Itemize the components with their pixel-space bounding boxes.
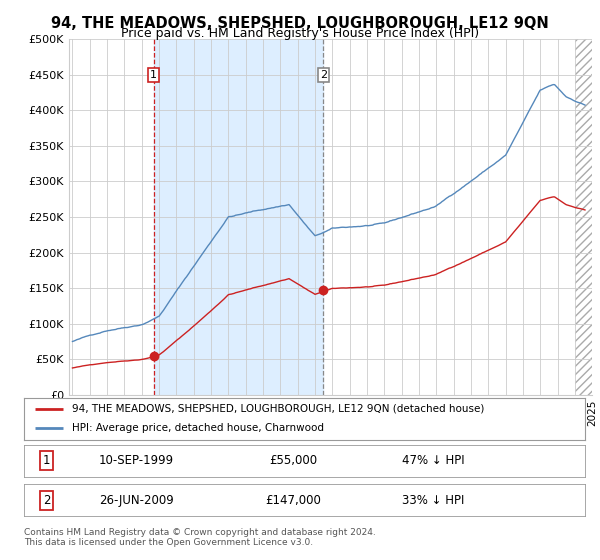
Text: HPI: Average price, detached house, Charnwood: HPI: Average price, detached house, Char… <box>71 423 323 433</box>
Text: 33% ↓ HPI: 33% ↓ HPI <box>403 493 465 507</box>
Text: 2: 2 <box>320 70 327 80</box>
Text: 1: 1 <box>43 454 50 468</box>
Text: 26-JUN-2009: 26-JUN-2009 <box>99 493 173 507</box>
Text: 94, THE MEADOWS, SHEPSHED, LOUGHBOROUGH, LE12 9QN: 94, THE MEADOWS, SHEPSHED, LOUGHBOROUGH,… <box>51 16 549 31</box>
Text: Price paid vs. HM Land Registry's House Price Index (HPI): Price paid vs. HM Land Registry's House … <box>121 27 479 40</box>
Text: £147,000: £147,000 <box>265 493 321 507</box>
Text: Contains HM Land Registry data © Crown copyright and database right 2024.
This d: Contains HM Land Registry data © Crown c… <box>24 528 376 547</box>
Text: 10-SEP-1999: 10-SEP-1999 <box>98 454 174 468</box>
Text: 94, THE MEADOWS, SHEPSHED, LOUGHBOROUGH, LE12 9QN (detached house): 94, THE MEADOWS, SHEPSHED, LOUGHBOROUGH,… <box>71 404 484 414</box>
Text: 2: 2 <box>43 493 50 507</box>
Text: 1: 1 <box>150 70 157 80</box>
Bar <box>575 39 600 395</box>
Text: 47% ↓ HPI: 47% ↓ HPI <box>402 454 465 468</box>
Bar <box>154 39 323 395</box>
Text: £55,000: £55,000 <box>269 454 317 468</box>
